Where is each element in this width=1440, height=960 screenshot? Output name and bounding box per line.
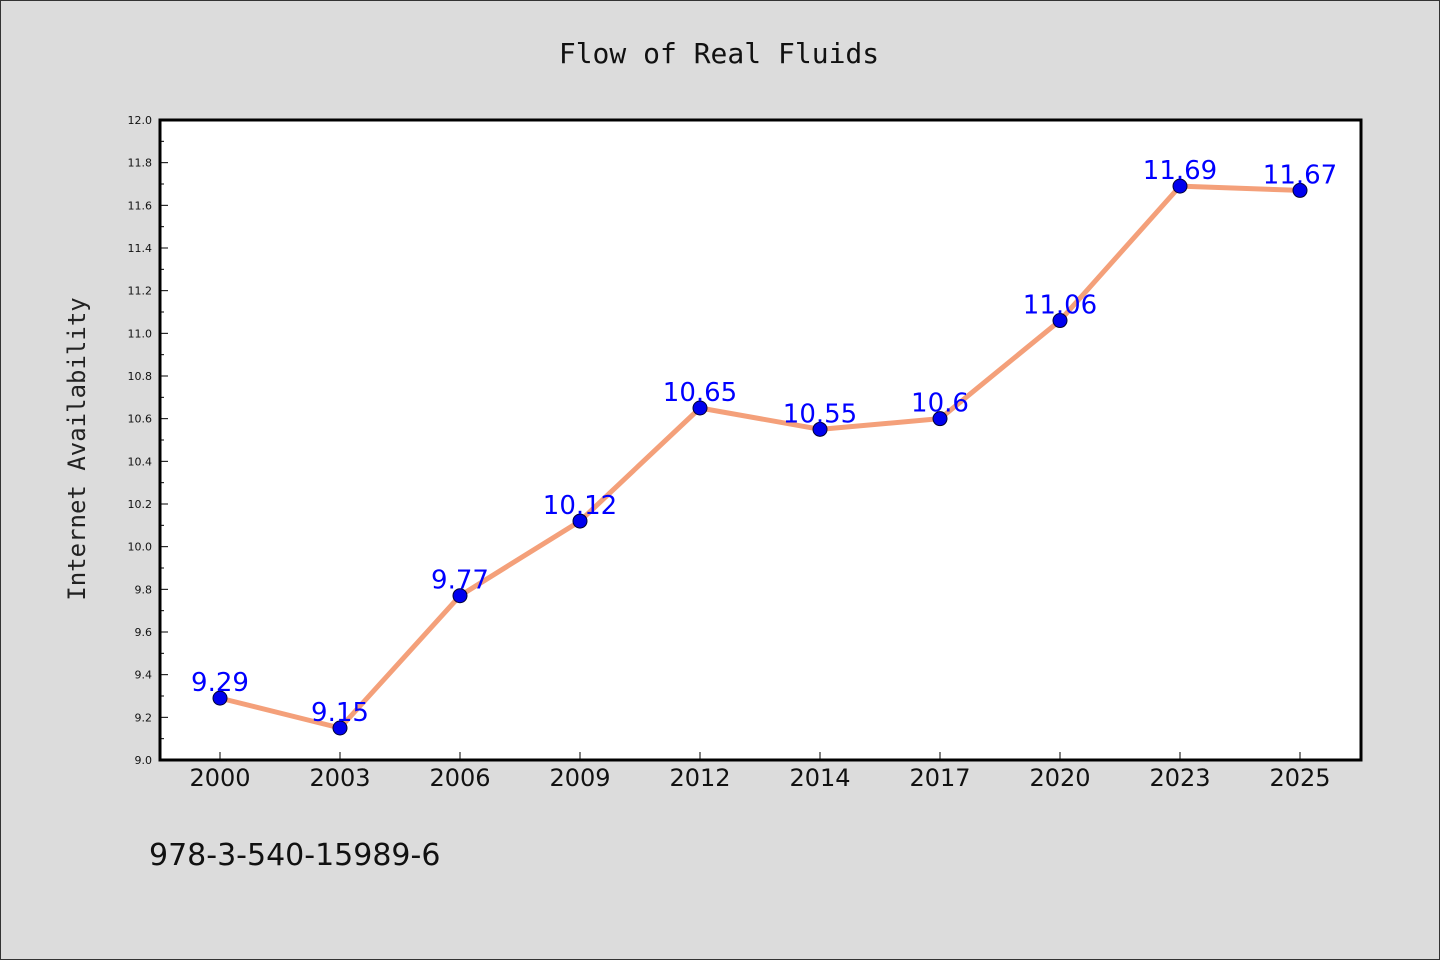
y-tick-label: 9.4 <box>135 669 153 682</box>
y-tick-label: 9.2 <box>135 711 153 724</box>
y-tick-label: 11.8 <box>128 157 153 170</box>
data-point <box>812 421 828 437</box>
y-tick-label: 11.4 <box>128 242 153 255</box>
data-label: 10.12 <box>543 491 617 521</box>
y-tick-label: 10.6 <box>128 413 153 426</box>
data-label: 10.65 <box>663 378 737 408</box>
data-point <box>1292 182 1308 198</box>
x-tick-label: 2012 <box>669 764 730 792</box>
data-point <box>572 513 588 529</box>
data-point <box>452 588 468 604</box>
data-label: 11.69 <box>1143 156 1217 186</box>
y-tick-label: 11.2 <box>128 285 153 298</box>
data-point <box>692 400 708 416</box>
chart-title: Flow of Real Fluids <box>559 37 879 70</box>
x-axis: 2000 2003 2006 2009 2012 2014 2017 2020 2023 2025 <box>189 752 1331 792</box>
y-axis-label: Internet Availability <box>63 297 91 600</box>
x-tick-label: 2014 <box>789 764 850 792</box>
series-line <box>217 183 1303 731</box>
y-axis: 9.0 9.2 9.4 9.6 9.8 10.0 10.2 10.4 10.6 10.8 11.0 1… <box>128 114 168 767</box>
data-point <box>1172 178 1188 194</box>
x-tick-label: 2003 <box>309 764 370 792</box>
data-point <box>1052 313 1068 329</box>
data-point <box>212 690 228 706</box>
data-label: 9.29 <box>191 668 249 698</box>
y-tick-label: 11.6 <box>128 199 153 212</box>
y-tick-label: 10.4 <box>128 455 153 468</box>
x-tick-label: 2025 <box>1269 764 1330 792</box>
y-tick-label: 10.8 <box>128 370 153 383</box>
x-tick-label: 2017 <box>909 764 970 792</box>
x-tick-label: 2020 <box>1029 764 1090 792</box>
data-label: 10.55 <box>783 399 857 429</box>
data-point <box>332 720 348 736</box>
series-layer <box>212 178 1308 736</box>
x-tick-label: 2006 <box>429 764 490 792</box>
y-tick-label: 9.6 <box>135 626 153 639</box>
x-tick-label: 2023 <box>1149 764 1210 792</box>
x-tick-label: 2009 <box>549 764 610 792</box>
data-label: 9.15 <box>311 698 369 728</box>
data-label: 11.06 <box>1023 291 1097 321</box>
footer-isbn: 978-3-540-15989-6 <box>149 838 440 873</box>
data-point <box>932 411 948 427</box>
x-tick-label: 2000 <box>189 764 250 792</box>
data-labels: 9.29 9.15 9.77 10.12 10.65 10.55 10.6 11.06 11.6… <box>191 156 1337 728</box>
plot-area <box>158 118 1363 762</box>
data-label: 10.6 <box>911 389 969 419</box>
y-tick-label: 9.8 <box>135 583 153 596</box>
y-tick-label: 10.2 <box>128 498 153 511</box>
y-tick-label: 10.0 <box>128 541 153 554</box>
data-label: 9.77 <box>431 566 489 596</box>
data-label: 11.67 <box>1263 160 1337 190</box>
y-tick-label: 9.0 <box>135 754 153 767</box>
y-tick-label: 12.0 <box>128 114 153 127</box>
y-tick-label: 11.0 <box>128 327 153 340</box>
